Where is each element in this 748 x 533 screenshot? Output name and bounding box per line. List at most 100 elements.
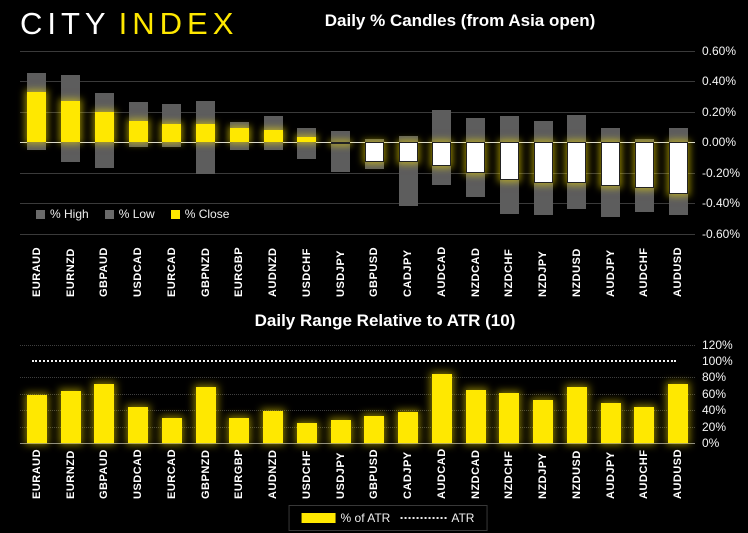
x-axis-label-eurnzd: EURNZD: [64, 248, 77, 297]
gridline: [20, 112, 695, 113]
atr-bar-nzdusd: [566, 387, 587, 443]
x-axis-label-eurcad: EURCAD: [165, 448, 178, 499]
x-axis-label-usdchf: USDCHF: [300, 450, 313, 499]
gridline: [20, 234, 695, 235]
atr-bar-nzdjpy: [533, 400, 554, 443]
x-axis-label-gbpnzd: GBPNZD: [199, 247, 212, 297]
x-axis-label-audjpy: AUDJPY: [604, 249, 617, 297]
atr-bar-gbpusd: [364, 415, 385, 443]
x-axis-label-audcad: AUDCAD: [435, 246, 448, 297]
x-axis-label-nzdusd: NZDUSD: [570, 248, 583, 297]
legend-label-low: % Low: [118, 207, 155, 221]
close-swatch-icon: [170, 209, 180, 219]
x-axis-label-cadjpy: CADJPY: [402, 451, 415, 499]
atr-reference-line: [32, 360, 676, 362]
candle-close-bar-audchf: [634, 142, 654, 188]
atr-dotted-line-icon: [400, 517, 447, 519]
x-axis-label-audnzd: AUDNZD: [267, 247, 280, 297]
legend-label-atr: ATR: [451, 511, 475, 525]
ytick-label: 40%: [702, 403, 727, 417]
atr-bar-gbpaud: [94, 383, 115, 443]
x-axis-label-usdchf: USDCHF: [300, 248, 313, 297]
x-axis-label-gbpusd: GBPUSD: [368, 448, 381, 499]
legend-item-low: % Low: [104, 207, 155, 221]
legend-item-close: % Close: [170, 207, 230, 221]
x-axis-label-gbpnzd: GBPNZD: [199, 449, 212, 499]
x-axis-label-usdcad: USDCAD: [132, 246, 145, 297]
x-axis-label-eurgbp: EURGBP: [233, 246, 246, 297]
legend-label-close: % Close: [184, 207, 230, 221]
atr-bar-audnzd: [263, 411, 284, 443]
low-swatch-icon: [104, 209, 114, 219]
x-axis-label-audjpy: AUDJPY: [604, 451, 617, 499]
gridline: [20, 345, 695, 346]
candle-close-bar-gbpaud: [94, 111, 114, 142]
ytick-label: 60%: [702, 387, 727, 401]
gridline: [20, 203, 695, 204]
candle-close-bar-nzdcad: [466, 142, 486, 173]
legend-item-atr: ATR: [400, 511, 474, 525]
x-axis-label-audusd: AUDUSD: [672, 246, 685, 297]
ytick-label: -0.20%: [702, 166, 741, 180]
ytick-label: -0.40%: [702, 196, 741, 210]
atr-bar-audusd: [668, 383, 689, 443]
legend-item-high: % High: [36, 207, 89, 221]
x-axis-label-nzdcad: NZDCAD: [469, 449, 482, 499]
atr-bar-eurcad: [161, 418, 182, 443]
candle-close-bar-audusd: [668, 142, 688, 194]
x-axis-label-nzdchf: NZDCHF: [503, 450, 516, 499]
x-axis-label-gbpusd: GBPUSD: [368, 246, 381, 297]
gridline: [20, 410, 695, 411]
candle-range-bar-usdjpy: [331, 131, 351, 173]
x-axis-label-nzdchf: NZDCHF: [503, 248, 516, 297]
x-axis-label-usdjpy: USDJPY: [334, 249, 347, 297]
candle-close-bar-audcad: [432, 142, 452, 167]
bottom-chart-title: Daily Range Relative to ATR (10): [254, 311, 516, 330]
gridline: [20, 377, 695, 378]
legend-label-high: % High: [50, 207, 89, 221]
x-axis-label-euraud: EURAUD: [30, 448, 43, 499]
candle-close-bar-eurnzd: [61, 100, 81, 142]
candle-close-bar-usdjpy: [331, 142, 351, 144]
atr-bar-eurgbp: [229, 417, 250, 443]
x-axis-label-eurnzd: EURNZD: [64, 450, 77, 499]
x-axis-label-audchf: AUDCHF: [638, 449, 651, 499]
gridline: [20, 142, 695, 143]
pct-of-atr-swatch-icon: [301, 513, 336, 523]
x-axis-label-audusd: AUDUSD: [672, 448, 685, 499]
candle-close-bar-nzdusd: [567, 142, 587, 184]
gridline: [20, 427, 695, 428]
candle-close-bar-cadjpy: [398, 142, 418, 162]
x-axis-label-eurgbp: EURGBP: [233, 448, 246, 499]
x-axis-label-nzdcad: NZDCAD: [469, 247, 482, 297]
x-axis-label-nzdjpy: NZDJPY: [537, 452, 550, 499]
x-axis-label-usdcad: USDCAD: [132, 448, 145, 499]
candle-close-bar-nzdjpy: [533, 142, 553, 184]
gridline: [20, 81, 695, 82]
x-axis-label-usdjpy: USDJPY: [334, 451, 347, 499]
legend-label-pct-of-atr: % of ATR: [340, 511, 391, 525]
atr-bar-usdjpy: [330, 420, 351, 443]
x-axis-label-euraud: EURAUD: [30, 246, 43, 297]
ytick-label: -0.60%: [702, 227, 741, 241]
atr-bar-audchf: [634, 406, 655, 443]
atr-bar-cadjpy: [398, 411, 419, 443]
atr-bar-eurnzd: [60, 391, 81, 443]
x-axis-label-audcad: AUDCAD: [435, 448, 448, 499]
ytick-label: 100%: [702, 354, 733, 368]
top-chart-legend: % High % Low % Close: [36, 207, 229, 221]
x-axis-label-gbpaud: GBPAUD: [98, 247, 111, 297]
atr-bar-nzdchf: [499, 392, 520, 443]
candle-close-bar-gbpnzd: [196, 123, 216, 142]
city-index-logo: CITY INDEX: [20, 6, 238, 42]
candle-close-bar-usdchf: [297, 137, 317, 142]
atr-bar-euraud: [26, 395, 47, 443]
x-axis-label-gbpaud: GBPAUD: [98, 449, 111, 499]
x-axis-label-cadjpy: CADJPY: [402, 249, 415, 297]
gridline: [20, 394, 695, 395]
candle-close-bar-eurgbp: [229, 128, 249, 142]
gridline: [20, 51, 695, 52]
atr-bar-nzdcad: [465, 389, 486, 443]
ytick-label: 0%: [702, 436, 720, 450]
candle-close-bar-eurcad: [162, 123, 182, 142]
